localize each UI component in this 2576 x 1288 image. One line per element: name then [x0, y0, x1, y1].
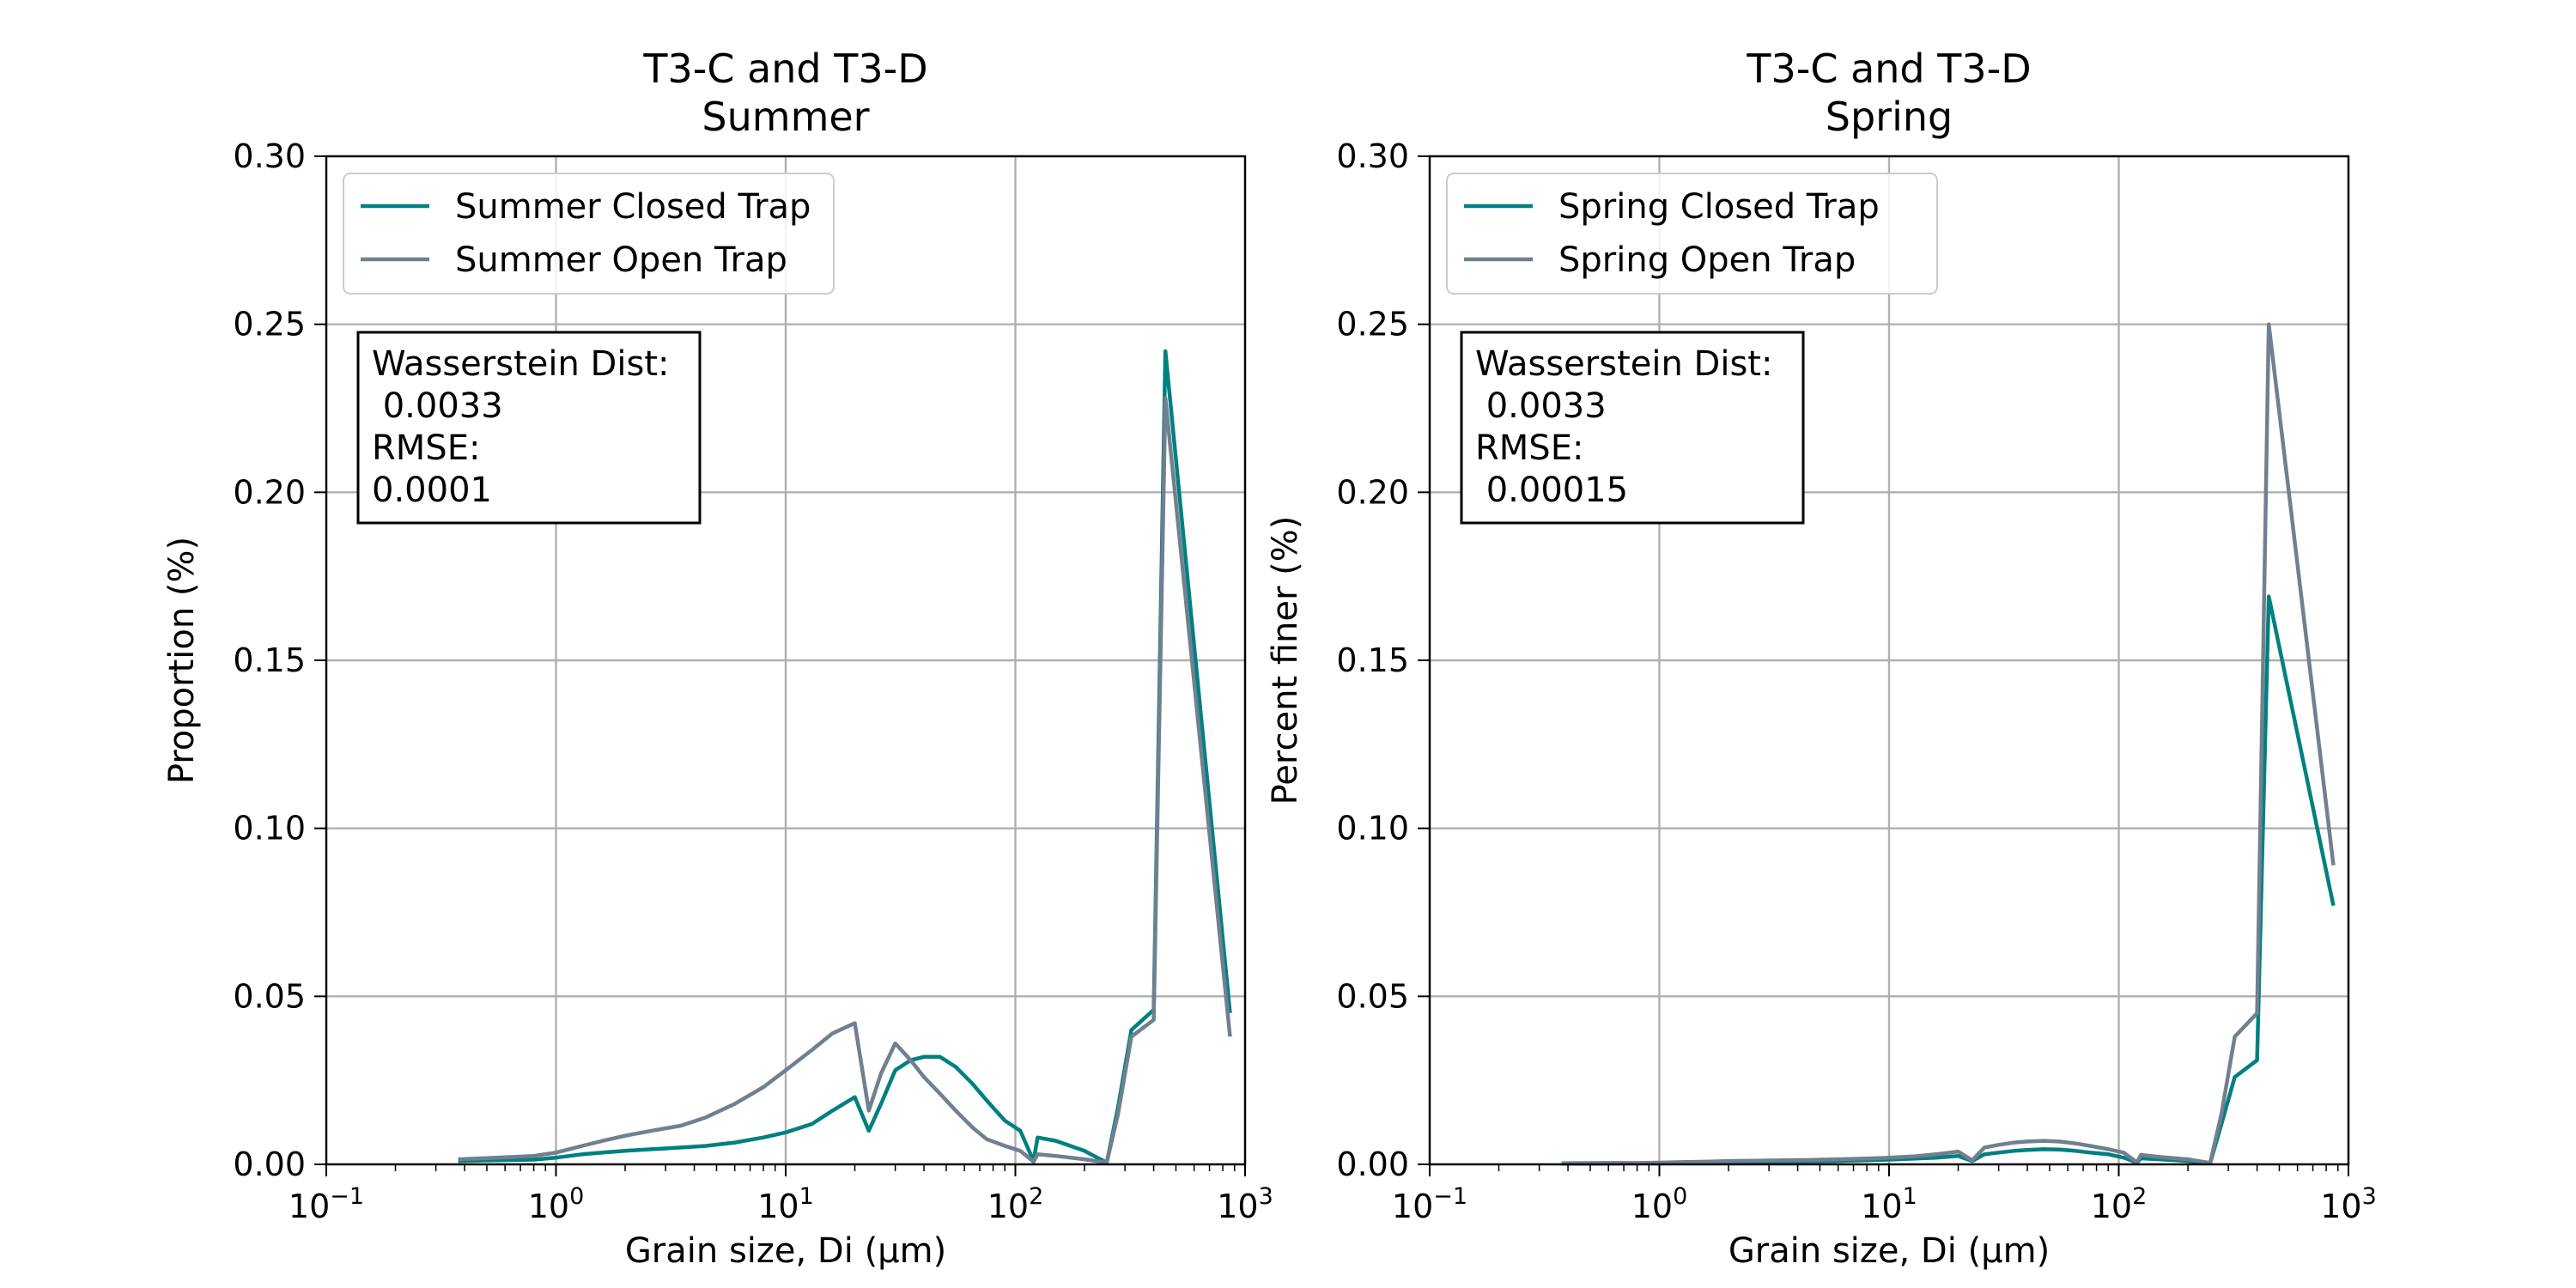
annotation-line-2: 0.0033: [1475, 386, 1607, 426]
x-tick-label: 100: [1631, 1183, 1688, 1225]
y-axis-label: Percent finer (%): [1266, 516, 1305, 805]
series-line-2: [1561, 322, 2336, 1166]
y-tick-label: 0.20: [233, 473, 306, 511]
annotation-line-3: RMSE:: [1475, 428, 1583, 468]
x-tick-label-exponent: −1: [1433, 1183, 1467, 1210]
annotation-box: [1460, 331, 1805, 525]
x-tick-label: 102: [987, 1183, 1044, 1225]
x-tick-label: 103: [2320, 1183, 2377, 1225]
annotation-line-1: Wasserstein Dist:: [372, 344, 669, 384]
annotation-line-3: RMSE:: [372, 428, 480, 468]
x-tick-label-exponent: −1: [330, 1183, 364, 1210]
x-tick-label-exponent: 2: [2132, 1183, 2147, 1210]
x-tick-label-base: 10: [528, 1188, 569, 1225]
x-tick-label-base: 10: [289, 1188, 330, 1225]
x-tick-label-exponent: 3: [1259, 1183, 1273, 1210]
y-tick-label: 0.05: [1336, 977, 1409, 1015]
y-axis-label: Proportion (%): [162, 537, 202, 784]
chart-title: T3-C and T3-D: [1746, 46, 2031, 92]
x-tick-label: 102: [2091, 1183, 2148, 1225]
series-line-2: [458, 396, 1232, 1165]
x-axis-label: Grain size, Di (μm): [1728, 1231, 2050, 1271]
chart-subtitle: Spring: [1826, 94, 1953, 140]
x-tick-label-exponent: 1: [1903, 1183, 1917, 1210]
x-tick-label-exponent: 0: [1673, 1183, 1687, 1210]
y-tick-label: 0.30: [233, 137, 306, 175]
annotation-line-4: 0.00015: [1475, 471, 1628, 510]
y-tick-label: 0.25: [1336, 306, 1409, 343]
y-tick-label: 0.05: [233, 977, 306, 1015]
x-tick-label-base: 10: [1861, 1188, 1902, 1225]
x-tick-label: 10−1: [1392, 1183, 1467, 1225]
chart-subtitle: Summer: [702, 94, 869, 140]
annotation-line-2: 0.0033: [372, 386, 503, 426]
legend-box: [1446, 173, 1938, 295]
legend: Summer Closed Trap Summer Open Trap: [343, 173, 835, 295]
x-tick-label-exponent: 3: [2362, 1183, 2377, 1210]
x-tick-label-base: 10: [757, 1188, 799, 1225]
annotation-box: [356, 331, 702, 525]
x-tick-label-base: 10: [987, 1188, 1029, 1225]
annotation-line-4: 0.0001: [372, 471, 492, 510]
y-tick-label: 0.30: [1336, 137, 1409, 175]
legend-label-1: Spring Closed Trap: [1558, 187, 1880, 227]
legend: Spring Closed Trap Spring Open Trap: [1446, 173, 1938, 295]
legend-label-2: Summer Open Trap: [455, 240, 787, 280]
x-tick-label: 103: [1217, 1183, 1273, 1225]
y-tick-label: 0.15: [1336, 641, 1409, 679]
x-tick-label-base: 10: [1631, 1188, 1673, 1225]
annotation-line-1: Wasserstein Dist:: [1475, 344, 1772, 384]
x-tick-label: 10−1: [289, 1183, 364, 1225]
y-tick-label: 0.10: [233, 810, 306, 848]
x-tick-label: 101: [1861, 1183, 1917, 1225]
x-tick-label-base: 10: [1392, 1188, 1433, 1225]
x-tick-label-exponent: 1: [799, 1183, 814, 1210]
x-tick-label: 100: [528, 1183, 585, 1225]
x-tick-label-exponent: 0: [569, 1183, 584, 1210]
x-tick-label-base: 10: [2091, 1188, 2132, 1225]
chart-panel-1: 10−1 100 101 102 1030.000.050.100.150.200.25…: [162, 46, 1273, 1271]
x-tick-label-base: 10: [2320, 1188, 2361, 1225]
chart-panel-2: 10−1 100 101 102 1030.000.050.100.150.200.25…: [1266, 46, 2377, 1271]
legend-box: [343, 173, 835, 295]
y-tick-label: 0.15: [233, 641, 306, 679]
legend-label-2: Spring Open Trap: [1558, 240, 1856, 280]
series-line-1: [458, 349, 1232, 1165]
x-axis-label: Grain size, Di (μm): [625, 1231, 946, 1271]
y-tick-label: 0.00: [233, 1145, 306, 1183]
chart-title: T3-C and T3-D: [642, 46, 927, 92]
x-tick-label: 101: [757, 1183, 814, 1225]
x-tick-label-exponent: 2: [1029, 1183, 1043, 1210]
x-tick-label-base: 10: [1217, 1188, 1258, 1225]
y-tick-label: 0.00: [1336, 1145, 1409, 1183]
y-tick-label: 0.20: [1336, 473, 1409, 511]
y-tick-label: 0.10: [1336, 810, 1409, 848]
legend-label-1: Summer Closed Trap: [455, 187, 811, 227]
y-tick-label: 0.25: [233, 306, 306, 343]
